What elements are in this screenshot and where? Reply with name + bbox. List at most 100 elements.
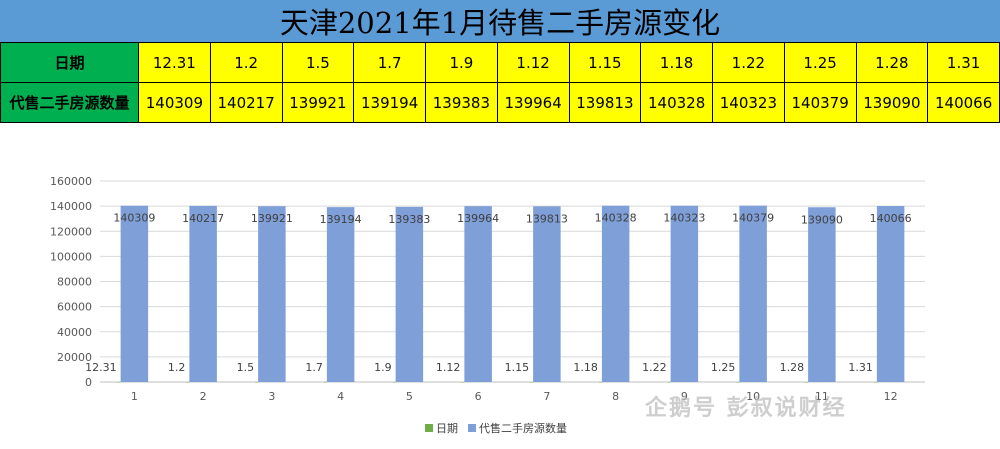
- data-label-date: 1.15: [505, 361, 530, 374]
- count-cell: 140217: [209, 82, 283, 123]
- x-tick-label: 3: [268, 390, 275, 403]
- date-row: 日期 12.31 1.2 1.5 1.7 1.9 1.12 1.15 1.18 …: [0, 42, 1000, 83]
- data-label-count: 140323: [663, 212, 705, 225]
- x-tick-label: 4: [337, 390, 344, 403]
- bar-series-count: [533, 206, 561, 382]
- count-cell: 140328: [640, 82, 713, 123]
- y-tick-label: 140000: [50, 200, 92, 213]
- x-tick-label: 7: [543, 390, 550, 403]
- date-cell: 1.12: [496, 42, 570, 83]
- date-cell: 1.28: [855, 42, 929, 83]
- bar-series-count: [670, 205, 699, 382]
- data-label-date: 12.31: [85, 361, 117, 374]
- y-tick-label: 20000: [57, 351, 92, 364]
- data-label-count: 140066: [870, 212, 912, 225]
- date-row-header: 日期: [0, 42, 139, 83]
- bar-series-date: [530, 381, 534, 383]
- date-cell: 1.25: [783, 42, 857, 83]
- legend-swatch: [468, 424, 476, 432]
- count-cell: 140066: [927, 82, 1000, 123]
- y-tick-label: 60000: [57, 301, 92, 314]
- data-label-count: 140309: [113, 212, 155, 225]
- bar-series-date: [667, 381, 671, 383]
- data-label-date: 1.12: [436, 361, 461, 374]
- bar-series-date: [805, 381, 809, 383]
- count-cell: 139194: [353, 82, 426, 123]
- x-tick-label: 5: [406, 390, 413, 403]
- legend-label: 代售二手房源数量: [479, 421, 567, 435]
- x-tick-label: 10: [746, 390, 760, 403]
- bar-series-count: [464, 206, 492, 382]
- count-cell: 139090: [855, 82, 929, 123]
- count-cell: 140379: [783, 82, 857, 123]
- data-label-date: 1.22: [642, 361, 667, 374]
- count-row-header: 代售二手房源数量: [0, 82, 139, 123]
- bar-chart: 0 20000 40000 60000 80000 100000 120000 140000 1…: [50, 175, 925, 435]
- count-cell: 139813: [568, 82, 642, 123]
- x-tick-label: 8: [612, 390, 619, 403]
- data-label-count: 140217: [182, 212, 224, 225]
- count-row: 代售二手房源数量 140309 140217 139921 139194 139…: [0, 82, 1000, 123]
- count-cell: 139921: [281, 82, 355, 123]
- bar-series-count: [601, 205, 630, 382]
- bar-series-date: [461, 381, 465, 383]
- data-label-date: 1.7: [305, 361, 323, 374]
- y-tick-label: 160000: [50, 175, 92, 188]
- date-cell: 12.31: [138, 42, 211, 83]
- date-cell: 1.7: [353, 42, 426, 83]
- bar-series-date: [255, 381, 259, 383]
- bar-series-count: [876, 206, 905, 382]
- data-label-count: 139090: [801, 213, 843, 226]
- bar-series-date: [392, 381, 396, 383]
- bar-series-count: [189, 205, 217, 382]
- x-tick-label: 11: [815, 390, 829, 403]
- date-cell: 1.2: [209, 42, 283, 83]
- bar-series-count: [326, 207, 355, 382]
- legend-swatch: [425, 424, 433, 432]
- bar-series-date: [323, 381, 327, 383]
- count-cell: 139964: [496, 82, 570, 123]
- x-tick-label: 2: [200, 390, 207, 403]
- data-label-count: 139383: [388, 213, 430, 226]
- data-label-count: 139964: [457, 212, 499, 225]
- data-label-date: 1.25: [711, 361, 736, 374]
- bar-series-date: [117, 381, 121, 383]
- chart-area: 0 20000 40000 60000 80000 100000 120000 140000 1…: [0, 124, 1000, 445]
- y-tick-label: 100000: [50, 250, 92, 263]
- date-cell: 1.5: [281, 42, 355, 83]
- title-bar: 天津2021年1月待售二手房源变化: [0, 0, 1000, 42]
- data-label-date: 1.28: [780, 361, 805, 374]
- data-label-date: 1.31: [848, 361, 873, 374]
- date-cell: 1.22: [712, 42, 785, 83]
- x-tick-label: 9: [681, 390, 688, 403]
- count-cell: 140309: [138, 82, 211, 123]
- data-label-date: 1.18: [573, 361, 598, 374]
- date-cell: 1.15: [568, 42, 642, 83]
- count-cell: 140323: [712, 82, 785, 123]
- date-cell: 1.9: [425, 42, 498, 83]
- x-tick-label: 12: [884, 390, 898, 403]
- bar-series-count: [739, 205, 767, 382]
- bar-series-count: [120, 205, 149, 382]
- bar-series-count: [258, 206, 286, 382]
- bar-series-date: [598, 381, 602, 383]
- data-table: 日期 12.31 1.2 1.5 1.7 1.9 1.12 1.15 1.18 …: [0, 42, 1000, 123]
- data-label-count: 140328: [595, 212, 637, 225]
- x-tick-label: 1: [131, 390, 138, 403]
- date-cell: 1.31: [927, 42, 1000, 83]
- y-tick-label: 120000: [50, 225, 92, 238]
- data-label-date: 1.2: [168, 361, 186, 374]
- bar-series-date: [873, 381, 877, 383]
- data-label-count: 139921: [251, 212, 293, 225]
- count-cell: 139383: [425, 82, 498, 123]
- data-label-count: 140379: [732, 212, 774, 225]
- bar-series-date: [186, 381, 190, 383]
- data-label-count: 139813: [526, 212, 568, 225]
- data-label-date: 1.9: [374, 361, 392, 374]
- y-tick-label: 0: [85, 376, 92, 389]
- bar-series-date: [736, 381, 740, 383]
- legend-label: 日期: [436, 422, 458, 435]
- page-title: 天津2021年1月待售二手房源变化: [279, 6, 721, 40]
- watermark: 企鹅号 彭叔说财经: [645, 396, 847, 421]
- date-cell: 1.18: [640, 42, 713, 83]
